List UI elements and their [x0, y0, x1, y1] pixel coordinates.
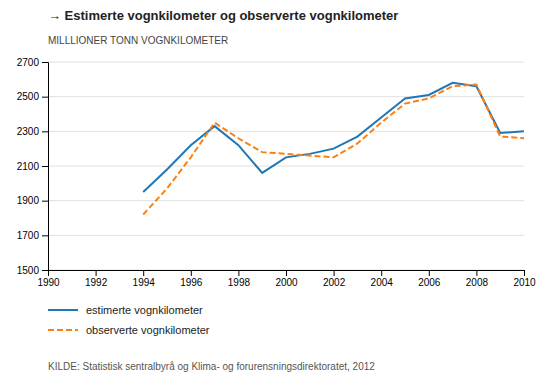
grid-line	[48, 235, 524, 236]
x-tick: 1996	[180, 270, 203, 288]
legend-label: estimerte vognkilometer	[86, 304, 203, 316]
x-tick: 1992	[85, 270, 108, 288]
legend-item: observerte vognkilometer	[48, 324, 210, 336]
grid-line	[48, 62, 524, 63]
x-tick-mark	[238, 270, 239, 276]
x-tick-label: 2008	[466, 277, 489, 288]
x-tick-mark	[143, 270, 144, 276]
y-tick-label: 2100	[17, 161, 40, 172]
x-tick-mark	[524, 270, 525, 276]
series-line	[143, 83, 524, 192]
x-tick-mark	[381, 270, 382, 276]
grid	[48, 62, 524, 270]
y-tick: 2100	[17, 161, 48, 172]
x-tick-label: 2010	[513, 277, 536, 288]
x-tick-mark	[429, 270, 430, 276]
chart: → Estimerte vognkilometer og observerte …	[0, 0, 542, 382]
y-tick-mark	[42, 62, 48, 63]
y-tick: 1900	[17, 195, 48, 206]
x-tick: 2000	[275, 270, 298, 288]
y-tick: 2500	[17, 91, 48, 102]
legend-swatch	[48, 309, 78, 311]
x-tick: 2002	[323, 270, 346, 288]
y-tick: 2700	[17, 57, 48, 68]
title: → Estimerte vognkilometer og observerte …	[48, 8, 398, 23]
legend-item: estimerte vognkilometer	[48, 304, 203, 316]
x-tick-label: 1998	[228, 277, 251, 288]
y-tick-mark	[42, 166, 48, 167]
y-axis-line	[42, 63, 49, 271]
x-tick-mark	[286, 270, 287, 276]
x-tick: 1994	[133, 270, 156, 288]
y-tick-label: 2500	[17, 91, 40, 102]
x-tick-mark	[191, 270, 192, 276]
y-tick-mark	[42, 270, 48, 271]
x-tick-label: 2000	[275, 277, 298, 288]
grid-line	[48, 96, 524, 97]
x-tick: 2006	[418, 270, 441, 288]
x-tick: 1998	[228, 270, 251, 288]
legend-label: observerte vognkilometer	[86, 324, 210, 336]
x-tick: 2008	[466, 270, 489, 288]
y-tick-mark	[42, 201, 48, 202]
x-tick-label: 1994	[133, 277, 156, 288]
y-tick-mark	[42, 235, 48, 236]
x-tick: 2010	[513, 270, 536, 288]
y-tick-mark	[42, 97, 48, 98]
y-axis-label: MILLLIONER TONN VOGNKILOMETER	[48, 35, 228, 46]
x-tick-mark	[96, 270, 97, 276]
series-group	[143, 83, 524, 215]
y-tick: 1700	[17, 230, 48, 241]
x-axis: 1990 1992 1994 1996 1998 2000 2002 2004 2006 2008…	[37, 270, 536, 288]
x-tick-label: 1990	[37, 277, 60, 288]
y-tick-label: 2300	[17, 126, 40, 137]
background	[0, 0, 542, 382]
x-tick-mark	[476, 270, 477, 276]
y-tick-label: 1700	[17, 230, 40, 241]
y-tick: 1500	[17, 265, 48, 276]
x-tick-label: 2004	[371, 277, 394, 288]
y-tick-label: 2700	[17, 57, 40, 68]
y-tick: 2300	[17, 126, 48, 137]
x-tick-label: 2006	[418, 277, 441, 288]
x-tick-label: 1996	[180, 277, 203, 288]
legend-swatch	[48, 329, 78, 331]
grid-line	[48, 131, 524, 132]
x-tick-mark	[334, 270, 335, 276]
source: KILDE: Statistisk sentralbyrå og Klima- …	[48, 361, 375, 372]
grid-line	[48, 200, 524, 201]
y-tick-label: 1500	[17, 265, 40, 276]
x-tick: 1990	[37, 270, 60, 288]
legend: estimerte vognkilometer observerte vognki…	[48, 304, 210, 336]
series-line	[143, 85, 524, 215]
y-axis: 1500 1700 1900 2100 2300 2500 2700	[17, 57, 49, 276]
y-tick-label: 1900	[17, 195, 40, 206]
y-tick-mark	[42, 131, 48, 132]
x-tick-label: 1992	[85, 277, 108, 288]
plot-area: 1990 1992 1994 1996 1998 2000 2002 2004 2006 2008…	[17, 57, 536, 288]
x-tick: 2004	[371, 270, 394, 288]
x-tick-label: 2002	[323, 277, 346, 288]
grid-line	[48, 166, 524, 167]
x-axis-line	[49, 271, 525, 277]
